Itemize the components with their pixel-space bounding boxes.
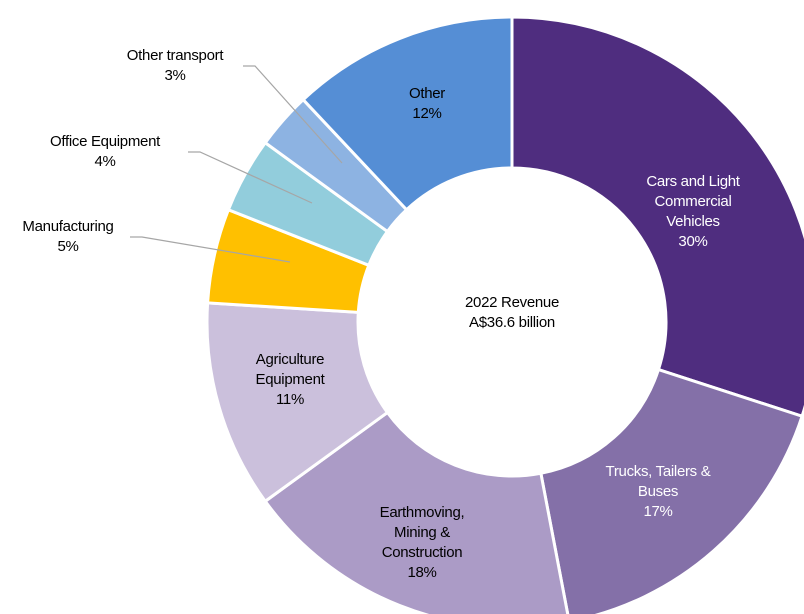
value-label: 30% xyxy=(678,233,708,250)
value-label: 5% xyxy=(57,238,79,255)
category-label: Cars and Light Commercial Vehicles xyxy=(646,173,740,230)
value-label: 3% xyxy=(164,67,186,84)
category-label: Agriculture Equipment xyxy=(255,351,325,388)
segment-label: Earthmoving, Mining & Construction 18% xyxy=(380,503,465,583)
segment-label: Manufacturing 5% xyxy=(22,217,113,257)
center-label: 2022 Revenue A$36.6 billion xyxy=(465,294,559,331)
segment-label: Office Equipment 4% xyxy=(50,132,160,172)
value-label: 12% xyxy=(412,105,442,122)
leader-line xyxy=(188,151,313,204)
donut-segment xyxy=(301,15,514,212)
value-label: 17% xyxy=(643,503,673,520)
value-label: 4% xyxy=(94,153,116,170)
donut-segment xyxy=(539,367,804,614)
value-label: 18% xyxy=(407,564,437,581)
category-label: Trucks, Tailers & Buses xyxy=(605,463,711,500)
segment-label: Trucks, Tailers & Buses 17% xyxy=(585,462,731,522)
category-label: Other xyxy=(408,85,446,102)
category-label: Office Equipment xyxy=(50,133,160,150)
segment-label: Other transport 3% xyxy=(126,46,224,86)
segment-label: Other 12% xyxy=(409,84,445,124)
leader-line xyxy=(243,65,343,164)
category-label: Other transport xyxy=(126,47,224,64)
segment-label: Agriculture Equipment 11% xyxy=(255,350,324,410)
category-label: Manufacturing xyxy=(22,218,114,235)
value-label: 11% xyxy=(275,391,305,408)
donut-segment xyxy=(263,410,570,614)
segment-label: Cars and Light Commercial Vehicles 30% xyxy=(646,172,740,252)
category-label: Earthmoving, Mining & Construction xyxy=(379,504,465,561)
leader-line xyxy=(130,236,291,263)
donut-segment xyxy=(510,15,804,419)
